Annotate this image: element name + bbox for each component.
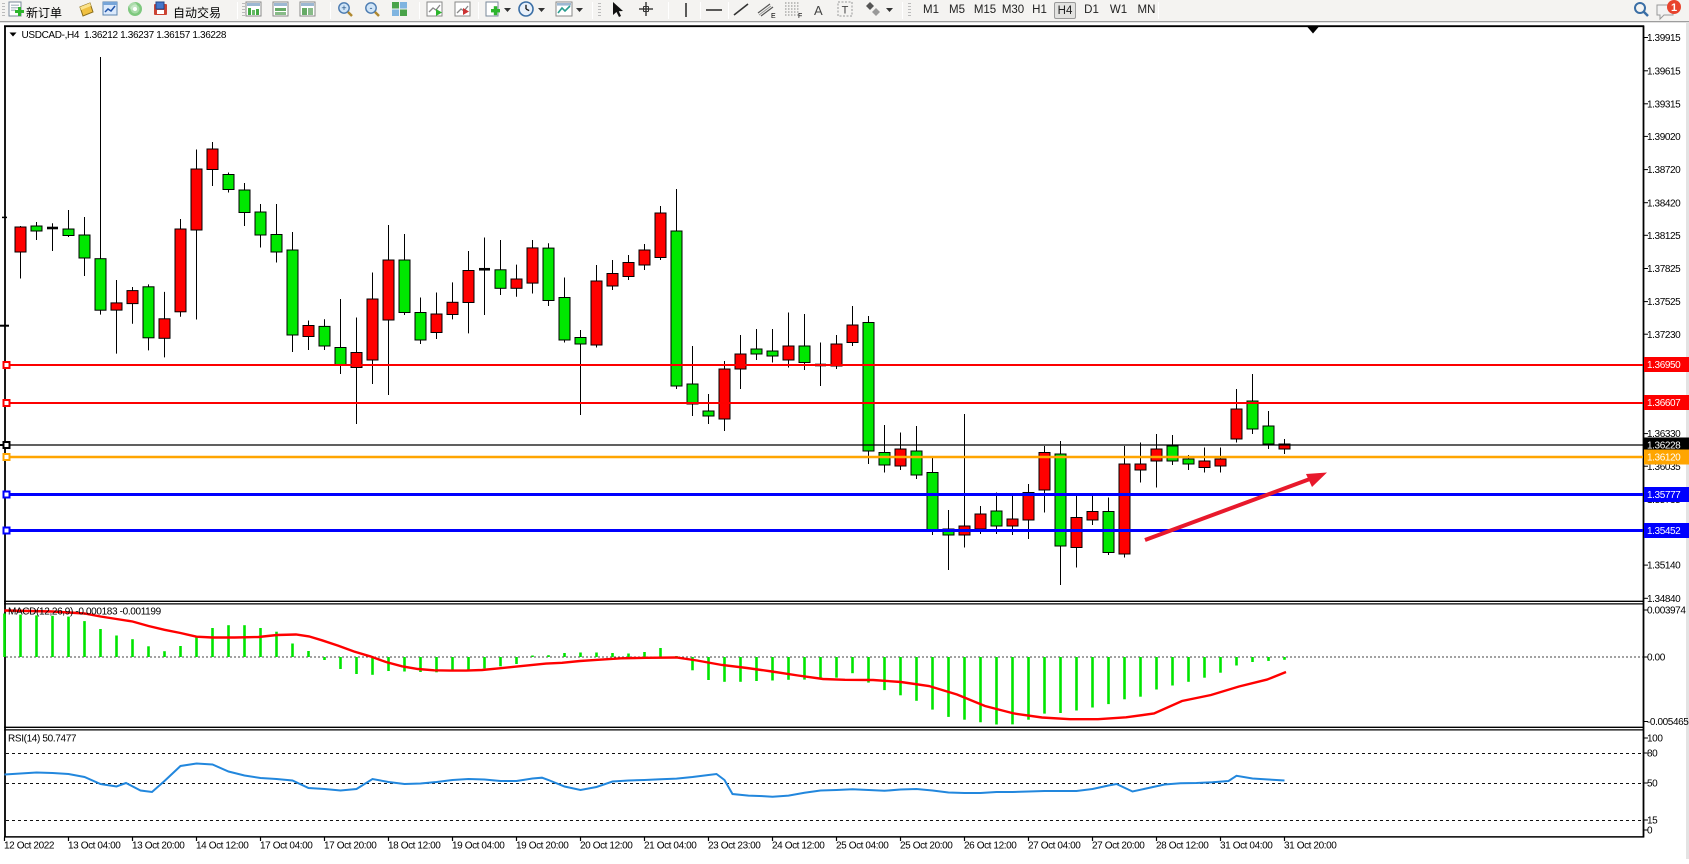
svg-text:26 Oct 12:00: 26 Oct 12:00 bbox=[964, 841, 1017, 852]
svg-text:17 Oct 04:00: 17 Oct 04:00 bbox=[260, 841, 313, 852]
svg-text:F: F bbox=[798, 13, 802, 20]
svg-text:50: 50 bbox=[1647, 779, 1658, 790]
svg-text:1.38720: 1.38720 bbox=[1647, 165, 1681, 176]
svg-text:-: - bbox=[370, 3, 373, 13]
svg-text:18 Oct 12:00: 18 Oct 12:00 bbox=[388, 841, 441, 852]
svg-text:1.39020: 1.39020 bbox=[1647, 132, 1681, 143]
svg-text:1.39615: 1.39615 bbox=[1647, 66, 1681, 77]
svg-text:1.39315: 1.39315 bbox=[1647, 99, 1681, 110]
svg-text:25 Oct 20:00: 25 Oct 20:00 bbox=[900, 841, 953, 852]
svg-text:1.37825: 1.37825 bbox=[1647, 264, 1681, 275]
svg-text:15: 15 bbox=[1647, 816, 1658, 827]
svg-text:80: 80 bbox=[1647, 749, 1658, 760]
svg-text:17 Oct 20:00: 17 Oct 20:00 bbox=[324, 841, 377, 852]
svg-text:1.36228: 1.36228 bbox=[1647, 441, 1681, 452]
svg-text:1.36035: 1.36035 bbox=[1647, 462, 1681, 473]
svg-text:1.38420: 1.38420 bbox=[1647, 198, 1681, 209]
svg-text:31 Oct 20:00: 31 Oct 20:00 bbox=[1284, 841, 1337, 852]
svg-text:1.36120: 1.36120 bbox=[1647, 453, 1681, 464]
svg-text:1.38125: 1.38125 bbox=[1647, 231, 1681, 242]
svg-text:1.37525: 1.37525 bbox=[1647, 297, 1681, 308]
svg-text:1.36607: 1.36607 bbox=[1647, 398, 1681, 409]
svg-text:0: 0 bbox=[1647, 826, 1653, 837]
svg-text:A: A bbox=[814, 3, 823, 18]
svg-text:1.35777: 1.35777 bbox=[1647, 490, 1681, 501]
svg-text:MACD(12,26,9) -0.000183 -0.001: MACD(12,26,9) -0.000183 -0.001199 bbox=[8, 607, 162, 618]
svg-text:+: + bbox=[341, 3, 346, 13]
svg-text:19 Oct 04:00: 19 Oct 04:00 bbox=[452, 841, 505, 852]
svg-text:20 Oct 12:00: 20 Oct 12:00 bbox=[580, 841, 633, 852]
svg-text:1.35140: 1.35140 bbox=[1647, 561, 1681, 572]
svg-text:24 Oct 12:00: 24 Oct 12:00 bbox=[772, 841, 825, 852]
svg-text:1: 1 bbox=[1671, 2, 1677, 14]
svg-text:23 Oct 23:00: 23 Oct 23:00 bbox=[708, 841, 761, 852]
svg-text:12 Oct 2022: 12 Oct 2022 bbox=[4, 841, 55, 852]
svg-text:1.34840: 1.34840 bbox=[1647, 594, 1681, 605]
svg-text:25 Oct 04:00: 25 Oct 04:00 bbox=[836, 841, 889, 852]
svg-text:1.39915: 1.39915 bbox=[1647, 33, 1681, 44]
svg-text:1.37230: 1.37230 bbox=[1647, 330, 1681, 341]
svg-text:RSI(14) 50.7477: RSI(14) 50.7477 bbox=[8, 734, 77, 745]
svg-text:0.003974: 0.003974 bbox=[1647, 606, 1686, 617]
svg-text:21 Oct 04:00: 21 Oct 04:00 bbox=[644, 841, 697, 852]
svg-text:100: 100 bbox=[1647, 734, 1663, 745]
svg-text:T: T bbox=[842, 5, 849, 17]
svg-text:19 Oct 20:00: 19 Oct 20:00 bbox=[516, 841, 569, 852]
svg-text:13 Oct 04:00: 13 Oct 04:00 bbox=[68, 841, 121, 852]
svg-text:-0.005465: -0.005465 bbox=[1647, 717, 1689, 728]
svg-text:USDCAD-,H4 1.36212 1.36237 1.: USDCAD-,H4 1.36212 1.36237 1.36157 1.362… bbox=[22, 30, 227, 41]
svg-text:28 Oct 12:00: 28 Oct 12:00 bbox=[1156, 841, 1209, 852]
svg-text:13 Oct 20:00: 13 Oct 20:00 bbox=[132, 841, 185, 852]
svg-text:27 Oct 04:00: 27 Oct 04:00 bbox=[1028, 841, 1081, 852]
svg-text:31 Oct 04:00: 31 Oct 04:00 bbox=[1220, 841, 1273, 852]
svg-text:0.00: 0.00 bbox=[1647, 653, 1666, 664]
svg-text:27 Oct 20:00: 27 Oct 20:00 bbox=[1092, 841, 1145, 852]
svg-text:14 Oct 12:00: 14 Oct 12:00 bbox=[196, 841, 249, 852]
svg-text:1.36950: 1.36950 bbox=[1647, 360, 1681, 371]
svg-text:1.35452: 1.35452 bbox=[1647, 526, 1681, 537]
svg-text:1.36330: 1.36330 bbox=[1647, 429, 1681, 440]
svg-text:E: E bbox=[771, 13, 776, 20]
